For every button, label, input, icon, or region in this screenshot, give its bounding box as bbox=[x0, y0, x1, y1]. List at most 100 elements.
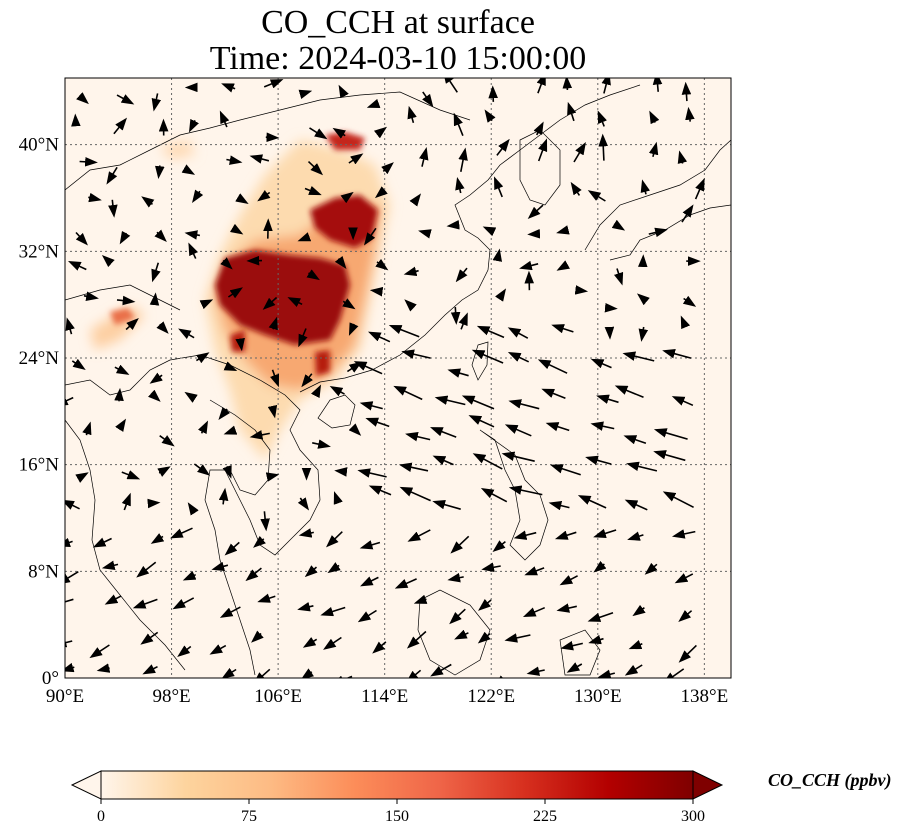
wind-arrow bbox=[223, 361, 238, 371]
wind-arrow bbox=[560, 640, 583, 651]
wind-arrow bbox=[537, 359, 568, 374]
wind-arrow bbox=[373, 126, 388, 139]
wind-arrow bbox=[432, 500, 461, 510]
wind-arrow bbox=[65, 637, 73, 648]
wind-arrow bbox=[338, 84, 349, 99]
wind-arrow bbox=[218, 487, 229, 505]
wind-arrow bbox=[562, 78, 573, 91]
wind-arrow bbox=[340, 191, 354, 204]
wind-arrow bbox=[504, 424, 532, 437]
wind-arrow bbox=[587, 190, 606, 202]
wind-arrow bbox=[223, 425, 238, 435]
wind-arrow bbox=[477, 631, 491, 644]
wind-arrow bbox=[447, 368, 469, 378]
wind-arrow bbox=[114, 387, 124, 402]
wind-arrow bbox=[327, 562, 341, 574]
wind-arrow bbox=[157, 466, 171, 477]
wind-arrow bbox=[548, 500, 570, 511]
wind-arrow bbox=[79, 156, 98, 167]
wind-arrow bbox=[359, 401, 383, 411]
wind-arrow bbox=[184, 391, 198, 403]
wind-arrow bbox=[76, 92, 89, 105]
wind-arrow bbox=[151, 93, 162, 112]
wind-arrow bbox=[524, 566, 545, 576]
wind-arrow bbox=[209, 644, 227, 655]
wind-arrow bbox=[142, 664, 158, 675]
wind-arrow bbox=[149, 292, 160, 306]
wind-arrow bbox=[75, 472, 89, 483]
wind-arrow bbox=[220, 257, 233, 270]
wind-arrow bbox=[406, 630, 427, 649]
wind-arrow bbox=[494, 176, 504, 198]
wind-arrow bbox=[401, 349, 431, 359]
wind-arrow bbox=[484, 109, 496, 123]
longitude-tick-label: 98°E bbox=[152, 686, 190, 707]
wind-arrow bbox=[598, 133, 609, 161]
wind-arrow bbox=[298, 89, 313, 99]
wind-arrow bbox=[222, 465, 232, 479]
wind-arrow bbox=[685, 106, 695, 122]
latitude-tick-label: 32°N bbox=[19, 241, 60, 262]
wind-arrow bbox=[150, 533, 165, 544]
wind-arrow bbox=[65, 317, 75, 335]
wind-arrow bbox=[622, 351, 655, 362]
wind-arrow bbox=[590, 421, 615, 431]
wind-arrow bbox=[597, 669, 615, 678]
wind-arrow bbox=[649, 110, 660, 125]
wind-arrow bbox=[476, 325, 505, 339]
wind-arrow bbox=[671, 529, 696, 539]
wind-arrow bbox=[624, 664, 643, 676]
wind-arrow bbox=[154, 229, 167, 242]
wind-arrow bbox=[307, 161, 324, 176]
wind-arrow bbox=[366, 98, 381, 108]
wind-arrow bbox=[68, 260, 87, 271]
wind-arrow bbox=[89, 644, 110, 659]
wind-arrow bbox=[334, 467, 348, 477]
latitude-tick-labels: 0° 8°N 16°N 24°N 32°N 40°N bbox=[19, 135, 60, 689]
wind-arrow bbox=[211, 561, 229, 571]
wind-arrow bbox=[551, 324, 574, 334]
map-title: CO_CCH at surface bbox=[261, 4, 535, 41]
colorbar: 0 75 150 225 300 CO_CCH (ppbv) bbox=[70, 770, 892, 825]
wind-arrow bbox=[468, 415, 495, 428]
wind-arrow bbox=[403, 266, 419, 276]
wind-arrow bbox=[348, 153, 364, 165]
wind-arrow bbox=[527, 204, 544, 219]
wind-arrow bbox=[360, 576, 379, 587]
wind-arrow bbox=[332, 127, 346, 139]
wind-arrow bbox=[374, 186, 388, 199]
wind-arrow bbox=[541, 388, 566, 399]
wind-arrow bbox=[680, 315, 691, 330]
wind-arrow bbox=[108, 199, 118, 218]
wind-arrow bbox=[585, 455, 612, 465]
wind-arrow bbox=[149, 372, 163, 384]
wind-arrow bbox=[454, 629, 469, 640]
wind-arrow bbox=[495, 288, 507, 302]
wind-arrow bbox=[363, 227, 377, 246]
wind-arrow bbox=[65, 571, 79, 585]
wind-arrow bbox=[298, 328, 308, 348]
wind-arrow bbox=[323, 636, 342, 650]
wind-arrow bbox=[302, 636, 318, 648]
wind-arrow bbox=[574, 285, 589, 295]
wind-arrow bbox=[357, 609, 377, 623]
wind-arrow bbox=[177, 645, 192, 657]
wind-arrow bbox=[147, 498, 161, 509]
wind-arrow bbox=[310, 384, 322, 399]
wind-arrow bbox=[522, 606, 546, 617]
wind-arrow bbox=[632, 604, 646, 617]
wind-arrow bbox=[96, 663, 111, 673]
wind-arrow bbox=[170, 527, 193, 539]
wind-arrow bbox=[533, 121, 544, 136]
wind-arrow bbox=[508, 399, 540, 410]
wind-arrow bbox=[116, 295, 136, 306]
wind-arrow bbox=[199, 299, 214, 310]
map-frame bbox=[64, 77, 732, 679]
wind-arrow bbox=[577, 495, 607, 509]
wind-arrow bbox=[75, 231, 88, 246]
wind-arrow bbox=[453, 112, 464, 136]
wind-arrow bbox=[121, 470, 141, 480]
wind-arrow bbox=[447, 572, 464, 583]
wind-arrow bbox=[155, 165, 165, 179]
